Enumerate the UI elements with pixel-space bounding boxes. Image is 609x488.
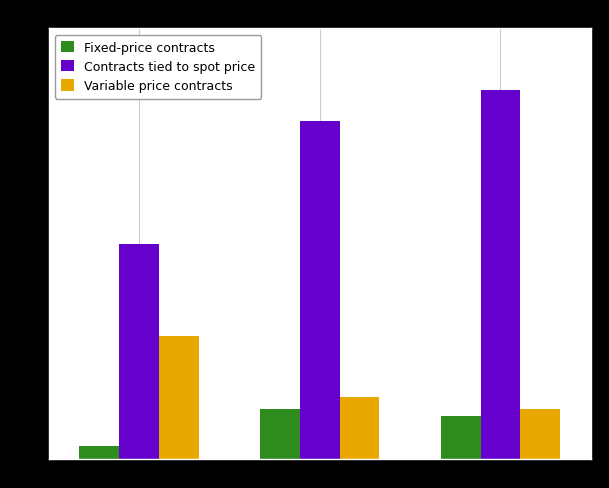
Bar xyxy=(159,336,199,459)
Bar xyxy=(520,409,560,459)
Bar xyxy=(340,397,379,459)
Bar xyxy=(300,122,340,459)
Bar xyxy=(260,409,300,459)
Bar xyxy=(441,416,481,459)
Legend: Fixed-price contracts, Contracts tied to spot price, Variable price contracts: Fixed-price contracts, Contracts tied to… xyxy=(55,36,261,100)
Bar xyxy=(481,91,520,459)
Bar xyxy=(79,447,119,459)
Bar xyxy=(119,244,159,459)
